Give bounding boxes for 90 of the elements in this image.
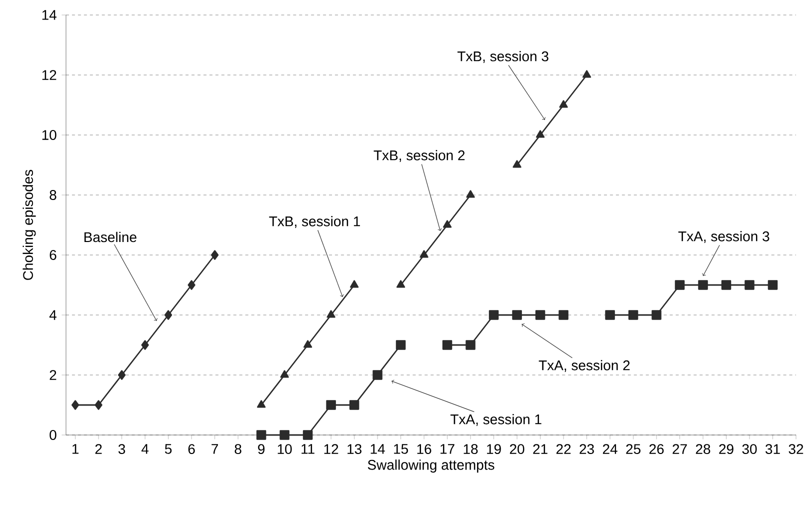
x-tick-label: 22 (556, 444, 571, 454)
point (442, 340, 452, 350)
x-tick-label: 6 (188, 444, 195, 454)
x-tick-label: 25 (626, 444, 640, 454)
x-tick-label: 11 (302, 444, 314, 454)
x-tick-label: 24 (602, 444, 618, 454)
point (558, 310, 568, 320)
x-tick-label: 5 (164, 444, 172, 454)
point (674, 280, 685, 290)
y-tick-label: 4 (49, 310, 56, 320)
point (302, 430, 313, 440)
annotation: TxA, session 3 (678, 231, 770, 243)
point (512, 310, 522, 320)
point (768, 280, 778, 290)
point (466, 190, 475, 198)
annotation: Baseline (84, 232, 136, 242)
annotation: TxA, session 1 (450, 414, 542, 426)
point (118, 370, 126, 380)
x-tick-label: 23 (580, 444, 594, 454)
x-tick-label: 29 (719, 444, 734, 454)
point (512, 160, 522, 168)
x-axis-title: Swallowing attempts (368, 460, 494, 473)
point (420, 250, 428, 258)
point (605, 310, 615, 320)
y-tick-label: 0 (50, 430, 56, 440)
y-tick-label: 2 (50, 370, 56, 380)
x-tick-label: 28 (696, 444, 710, 454)
y-axis-title: Choking episodes (22, 170, 36, 280)
point (349, 400, 360, 410)
point (350, 280, 359, 288)
point (141, 340, 149, 350)
y-tick-label: 10 (42, 130, 56, 140)
x-tick-label: 20 (510, 444, 524, 454)
x-tick-label: 31 (766, 444, 780, 454)
point (326, 310, 336, 318)
point (188, 280, 196, 290)
x-tick-label: 19 (487, 444, 501, 454)
annotation: TxB, session 1 (269, 216, 360, 228)
x-tick-label: 27 (672, 444, 687, 454)
point (652, 310, 662, 320)
point (396, 340, 406, 350)
point (628, 310, 638, 320)
point (256, 430, 266, 440)
point (280, 370, 289, 378)
point (488, 310, 499, 320)
x-tick-label: 3 (118, 444, 126, 454)
x-tick-label: 32 (788, 444, 804, 454)
x-tick-label: 30 (742, 444, 757, 454)
point (721, 280, 732, 290)
x-tick-label: 21 (533, 444, 548, 454)
point (94, 400, 102, 410)
x-tick-label: 2 (95, 444, 102, 454)
point (698, 280, 708, 290)
point (442, 220, 452, 228)
x-tick-label: 12 (324, 444, 338, 454)
x-tick-label: 13 (348, 444, 362, 454)
y-tick-label: 12 (42, 70, 56, 80)
x-tick-label: 26 (649, 444, 664, 454)
point (164, 310, 172, 320)
point (256, 400, 266, 408)
annotation: TxB, session 3 (457, 51, 548, 63)
x-tick-label: 4 (141, 444, 149, 454)
point (396, 280, 406, 288)
y-tick-label: 14 (42, 10, 56, 20)
point (582, 70, 592, 78)
point (535, 310, 546, 320)
y-tick-label: 6 (50, 250, 56, 260)
point (326, 400, 336, 410)
point (71, 400, 80, 410)
x-tick-label: 10 (278, 444, 292, 454)
y-tick-label: 8 (50, 190, 56, 200)
point (210, 250, 219, 260)
point (372, 370, 382, 380)
x-tick-label: 16 (417, 444, 432, 454)
x-tick-label: 15 (394, 444, 408, 454)
point (303, 340, 312, 348)
x-tick-label: 17 (440, 444, 454, 454)
x-tick-label: 9 (258, 444, 265, 454)
x-tick-label: 14 (370, 444, 385, 454)
point (744, 280, 754, 290)
point (536, 130, 545, 138)
point (280, 430, 290, 440)
x-tick-label: 18 (464, 444, 478, 454)
x-tick-label: 7 (212, 444, 218, 454)
annotation: TxB, session 2 (374, 150, 465, 162)
x-tick-label: 1 (72, 444, 79, 454)
annotation: TxA, session 2 (538, 360, 630, 372)
point (466, 340, 476, 350)
point (559, 100, 568, 108)
x-tick-label: 8 (234, 444, 242, 454)
